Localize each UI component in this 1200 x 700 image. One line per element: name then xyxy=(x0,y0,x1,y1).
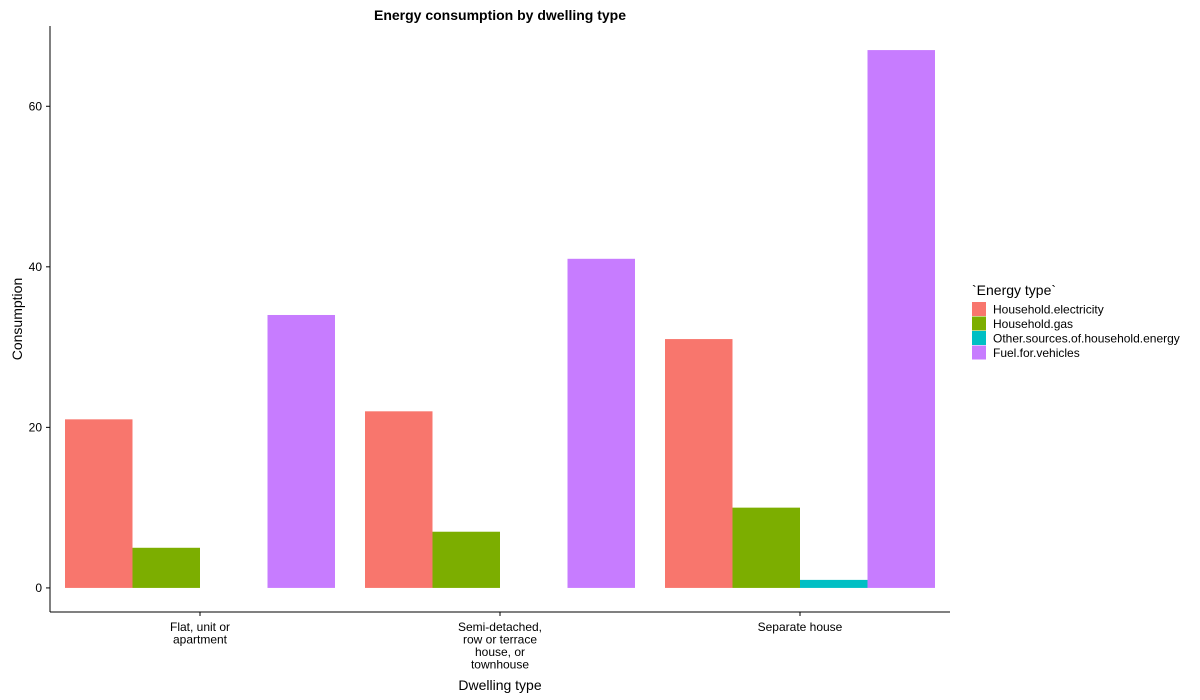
legend: `Energy type` Household.electricityHouse… xyxy=(972,282,1180,360)
bar-other-sources-of-household-energy-2 xyxy=(800,579,868,588)
legend-key-other-sources-of-household-energy xyxy=(972,331,986,345)
x-tick-label: Flat, unit or apartment xyxy=(170,620,230,647)
y-tick-label: 20 xyxy=(29,420,43,434)
bar-household-gas-2 xyxy=(732,507,800,588)
bar-fuel-for-vehicles-1 xyxy=(567,258,635,588)
x-axis-ticks: Flat, unit or apartment Semi-detached, row … xyxy=(170,612,843,672)
legend-key-household-gas xyxy=(972,316,986,331)
bar-household-electricity-1 xyxy=(365,411,433,588)
legend-key-household-electricity xyxy=(972,302,986,316)
plot-area xyxy=(65,50,935,588)
legend-title: `Energy type` xyxy=(972,282,1056,298)
y-tick-label: 60 xyxy=(29,99,43,113)
bar-fuel-for-vehicles-0 xyxy=(267,314,335,588)
y-axis-ticks: 0 20 40 60 xyxy=(29,99,50,595)
legend-key-fuel-for-vehicles xyxy=(972,345,986,360)
bar-household-electricity-0 xyxy=(65,419,133,588)
bar-household-gas-1 xyxy=(432,531,500,588)
y-axis-title: Consumption xyxy=(9,278,25,361)
x-axis-title: Dwelling type xyxy=(458,677,541,693)
y-tick-label: 40 xyxy=(29,260,43,274)
legend-label: Household.gas xyxy=(993,317,1073,331)
legend-label: Household.electricity xyxy=(993,303,1104,317)
chart-title: Energy consumption by dwelling type xyxy=(374,7,626,23)
x-tick-label: Semi-detached, row or terrace house, or tow… xyxy=(458,620,542,672)
bar-household-gas-0 xyxy=(132,547,200,588)
legend-label: Fuel.for.vehicles xyxy=(993,346,1080,360)
bar-fuel-for-vehicles-2 xyxy=(867,50,935,588)
x-tick-label: Separate house xyxy=(758,620,843,634)
y-tick-label: 0 xyxy=(35,581,42,595)
bar-household-electricity-2 xyxy=(665,339,733,588)
legend-label: Other.sources.of.household.energy xyxy=(993,332,1180,346)
